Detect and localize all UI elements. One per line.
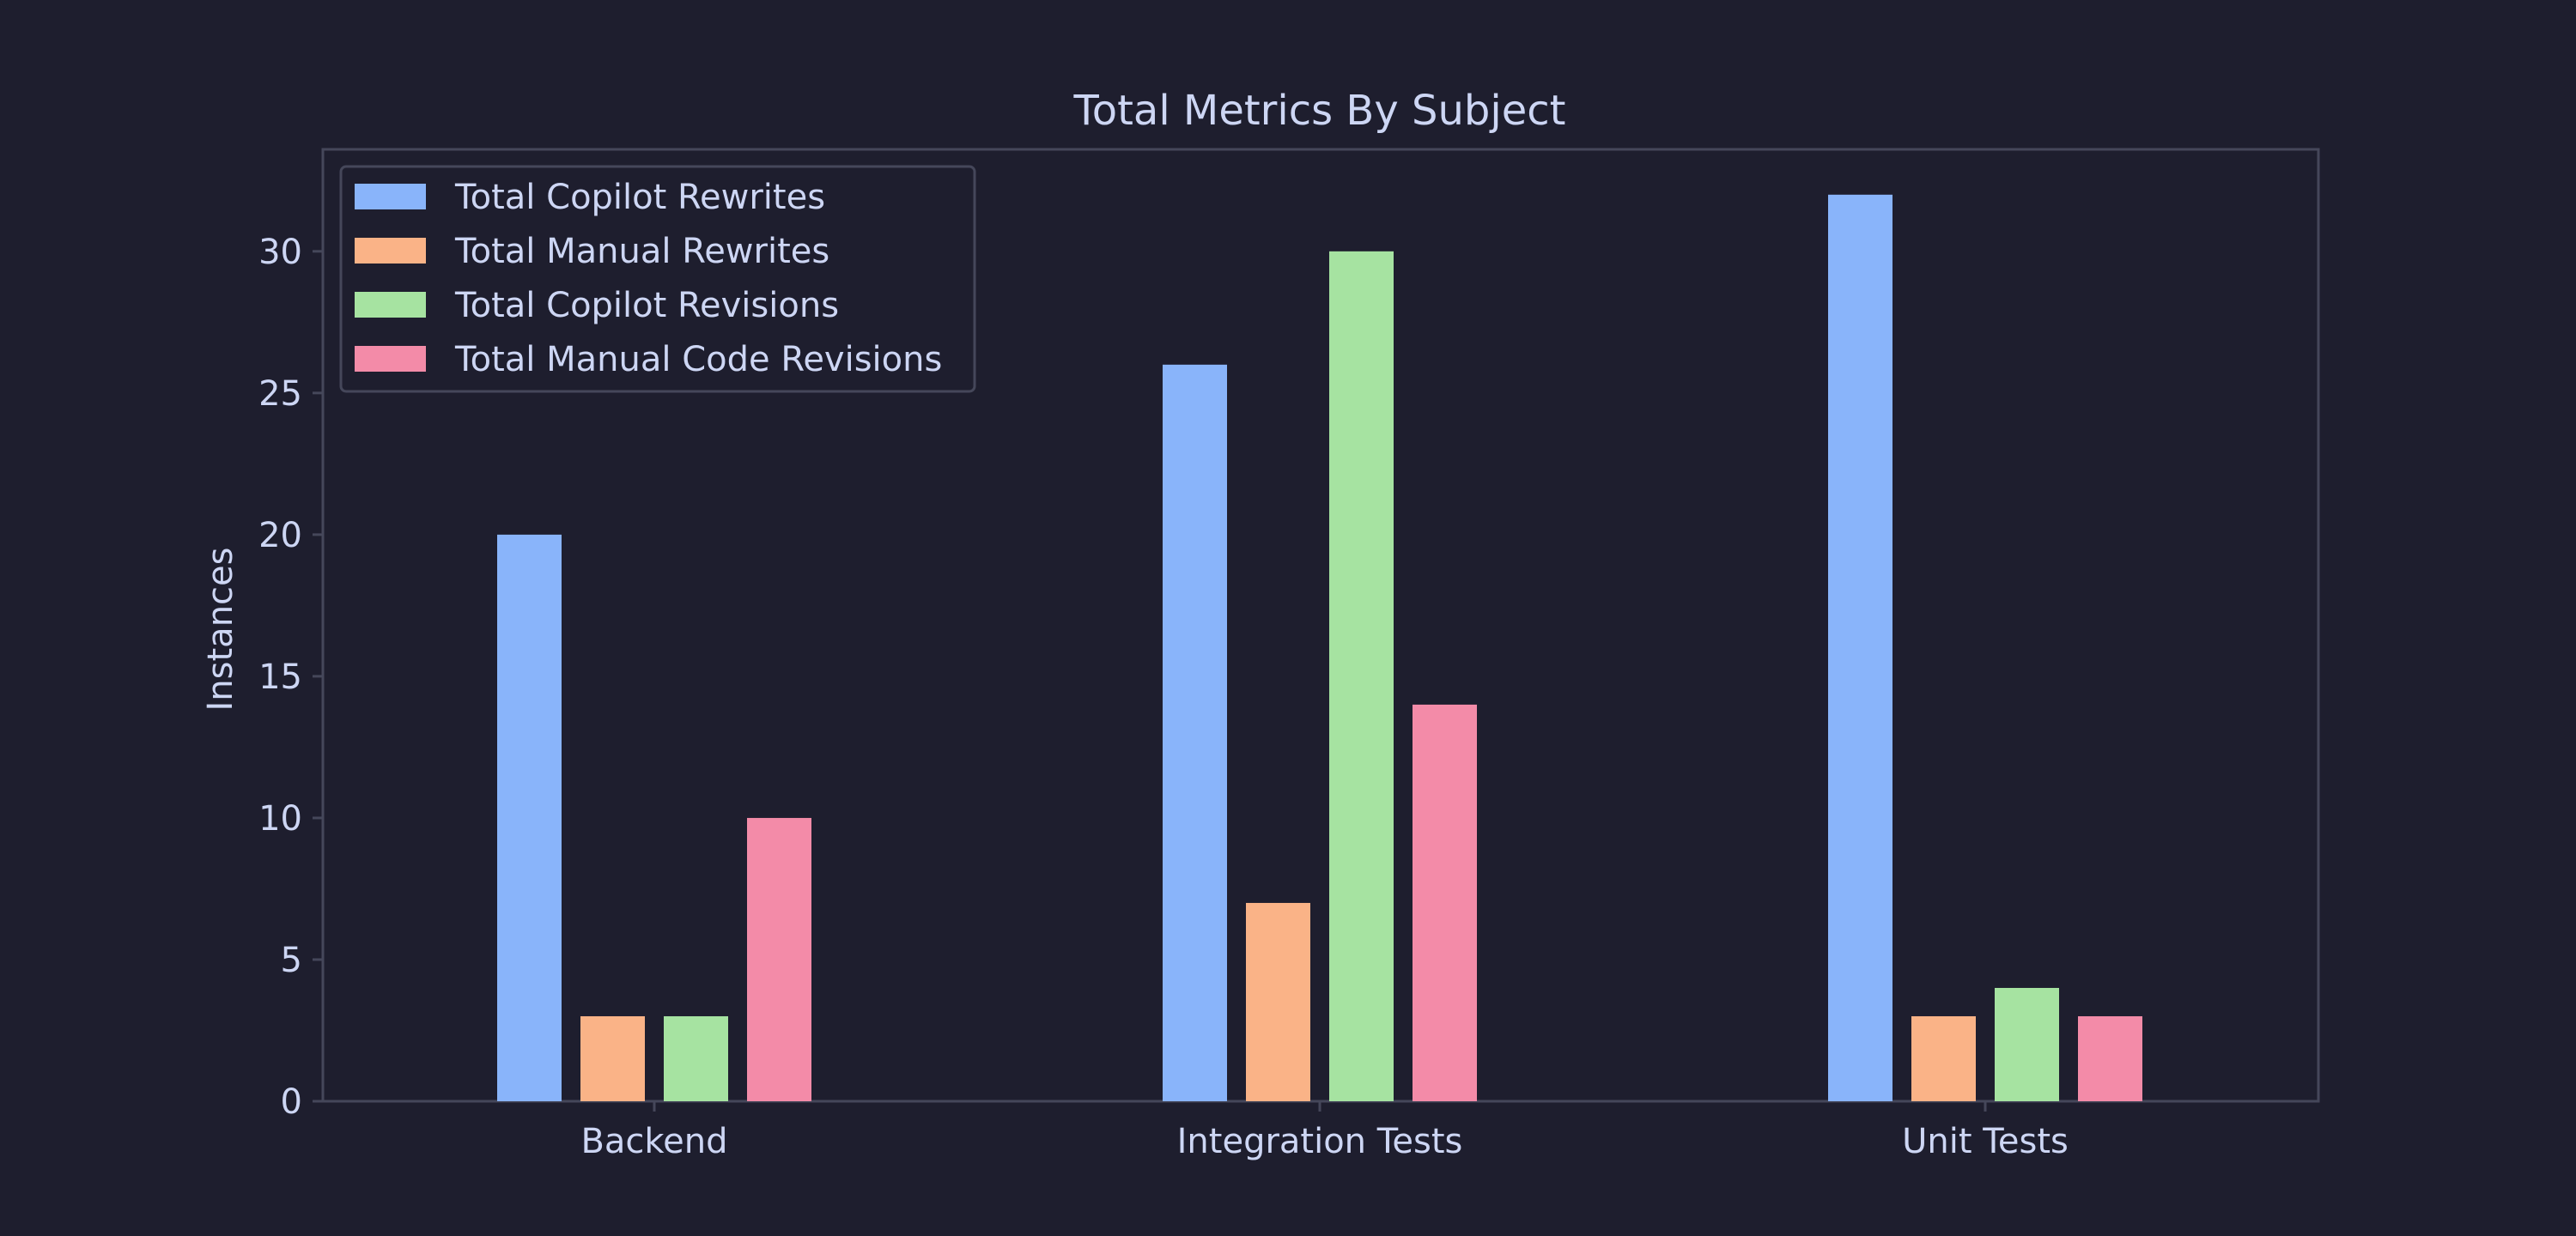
legend-label: Total Manual Rewrites — [454, 232, 829, 271]
bars-group — [497, 194, 2142, 1102]
legend-label: Total Manual Code Revisions — [454, 340, 942, 379]
x-tick-label: Backend — [580, 1122, 727, 1161]
bar-series-4-category-1 — [747, 817, 811, 1101]
y-axis-label: Instances — [201, 548, 240, 712]
x-tick-label: Unit Tests — [1902, 1122, 2069, 1161]
legend-swatch — [355, 184, 426, 209]
y-axis-ticks: 0 5 10 15 20 25 30 — [258, 233, 323, 1122]
legend-box — [339, 165, 976, 393]
bar-series-1-category-3 — [1828, 194, 1893, 1101]
legend-swatch — [355, 346, 426, 372]
bar-series-2-category-3 — [1911, 1015, 1976, 1101]
legend-swatch — [355, 238, 426, 264]
bar-series-3-category-1 — [664, 1015, 728, 1101]
y-tick-label: 0 — [281, 1082, 302, 1122]
y-tick-label: 20 — [258, 516, 302, 555]
y-tick-label: 5 — [281, 941, 302, 980]
legend-swatch — [355, 292, 426, 318]
bar-series-3-category-3 — [1995, 987, 2059, 1101]
bar-series-2-category-2 — [1246, 902, 1310, 1101]
chart-title: Total Metrics By Subject — [1073, 87, 1566, 135]
x-axis-ticks: Backend Integration Tests Unit Tests — [580, 1101, 2069, 1161]
bar-series-3-category-2 — [1329, 251, 1394, 1102]
legend-label: Total Copilot Rewrites — [454, 178, 825, 217]
bar-series-1-category-2 — [1163, 364, 1227, 1102]
bar-series-2-category-1 — [580, 1015, 645, 1101]
y-tick-label: 25 — [258, 374, 302, 414]
y-tick-label: 10 — [258, 799, 302, 839]
y-tick-label: 30 — [258, 233, 302, 272]
bar-series-1-category-1 — [497, 534, 562, 1101]
x-tick-label: Integration Tests — [1177, 1122, 1463, 1161]
legend: Total Copilot Rewrites Total Manual Rewri… — [339, 165, 976, 393]
bar-series-4-category-3 — [2078, 1015, 2142, 1101]
bar-series-4-category-2 — [1413, 704, 1477, 1101]
legend-label: Total Copilot Revisions — [454, 286, 839, 325]
y-tick-label: 15 — [258, 657, 302, 697]
